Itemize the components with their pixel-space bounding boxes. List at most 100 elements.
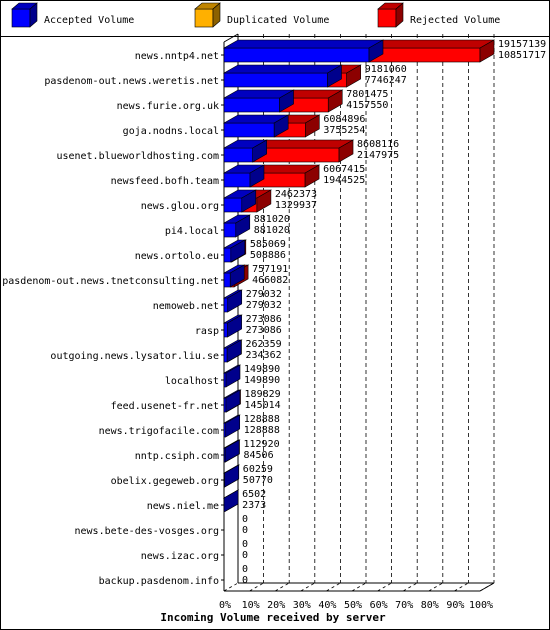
server-label: rasp [195, 326, 219, 337]
bar-accepted [222, 64, 343, 88]
value-total: 0 [242, 539, 248, 550]
bar-accepted-side [227, 314, 242, 338]
floor-tick-100 [479, 582, 495, 592]
x-tick-label: 90% [446, 600, 464, 611]
server-label: outgoing.news.lysator.liu.se [50, 351, 219, 362]
value-total: 262359 [246, 339, 282, 350]
value-total: 149890 [244, 364, 280, 375]
value-total: 0 [242, 564, 248, 575]
floor-tick-20 [275, 582, 290, 592]
legend-swatch-rejected [377, 2, 404, 28]
x-tick-label: 0% [219, 600, 231, 611]
value-accepted: 0 [242, 525, 248, 536]
axis-top-bevel [223, 33, 239, 43]
legend-swatch-accepted-side [29, 2, 38, 28]
server-label: news.ortolo.eu [135, 251, 219, 262]
bar-rejected-side [479, 39, 495, 63]
bar-accepted-side [249, 164, 265, 188]
server-label: news.nntp4.net [135, 51, 219, 62]
x-tick-label: 30% [293, 600, 311, 611]
floor-tick-90 [454, 582, 469, 592]
bar-accepted-side [279, 89, 294, 113]
floor-tick-30 [300, 582, 315, 592]
legend-swatch-duplicated-side [212, 2, 221, 28]
bar-accepted [222, 489, 240, 513]
bar-accepted-side [327, 64, 342, 88]
bar-rejected-side [327, 89, 343, 113]
server-label: newsfeed.bofh.team [111, 176, 219, 187]
value-accepted: 128888 [244, 425, 280, 436]
legend-swatch-rejected-side [395, 2, 404, 28]
legend-swatch-duplicated-front [194, 8, 214, 28]
bar-accepted [222, 164, 266, 188]
bar-accepted-front [223, 297, 229, 313]
value-accepted: 234362 [246, 350, 282, 361]
value-accepted: 4157550 [346, 100, 388, 111]
value-total: 9181060 [365, 64, 407, 75]
value-accepted: 1944525 [323, 175, 365, 186]
server-label: localhost [165, 376, 219, 387]
x-tick-label: 100% [469, 600, 493, 611]
value-total: 60259 [243, 464, 273, 475]
value-accepted: 0 [242, 575, 248, 586]
value-accepted: 2373 [242, 500, 266, 511]
value-total: 128888 [244, 414, 280, 425]
bar-accepted-side [225, 364, 241, 388]
x-tick-label: 60% [370, 600, 388, 611]
value-accepted: 149890 [244, 375, 280, 386]
value-accepted: 10851717 [498, 50, 546, 61]
value-accepted: 145014 [245, 400, 281, 411]
value-total: 112920 [244, 439, 280, 450]
x-tick-label: 20% [267, 600, 285, 611]
server-label: news.furie.org.uk [117, 101, 219, 112]
bar-accepted [222, 439, 241, 463]
value-total: 7801475 [346, 89, 388, 100]
bar-accepted-side [225, 389, 241, 413]
x-tick-label: 80% [421, 600, 439, 611]
value-total: 6084896 [323, 114, 365, 125]
bar-accepted [222, 139, 268, 163]
value-total: 757191 [252, 264, 288, 275]
value-total: 881020 [254, 214, 290, 225]
value-total: 6067415 [323, 164, 365, 175]
legend-label-rejected: Rejected Volume [410, 15, 500, 26]
bar-accepted-side [223, 489, 239, 513]
floor-tick-80 [428, 582, 443, 592]
bar-accepted-front [223, 47, 370, 63]
legend-swatch-accepted [11, 2, 38, 28]
value-accepted: 0 [242, 550, 248, 561]
bar-rejected-top [367, 39, 496, 49]
bar-accepted-top [222, 64, 343, 74]
server-label: feed.usenet-fr.net [111, 401, 219, 412]
bar-accepted-side [224, 439, 240, 463]
bar-accepted [222, 464, 240, 488]
server-label: obelix.gegeweb.org [111, 476, 219, 487]
value-total: 19157139 [498, 39, 546, 50]
bar-accepted-front [223, 322, 228, 338]
legend: Accepted Volume Duplicated Volume Rejected… [11, 2, 500, 28]
value-accepted: 3755254 [323, 125, 365, 136]
bar-accepted-front [223, 347, 228, 363]
bar-accepted [222, 314, 243, 338]
bar-accepted-front [223, 147, 254, 163]
bar-rejected-side [256, 189, 272, 213]
server-label: nemoweb.net [153, 301, 219, 312]
floor-tick-50 [351, 582, 367, 592]
value-accepted: 273086 [246, 325, 282, 336]
value-total: 8608116 [357, 139, 399, 150]
value-accepted: 84506 [244, 450, 274, 461]
bar-accepted-side [241, 189, 257, 213]
bar-accepted-side [235, 214, 251, 238]
floor-tick-70 [403, 582, 418, 592]
bar-accepted-side [252, 139, 268, 163]
bar-accepted-front [223, 97, 280, 113]
